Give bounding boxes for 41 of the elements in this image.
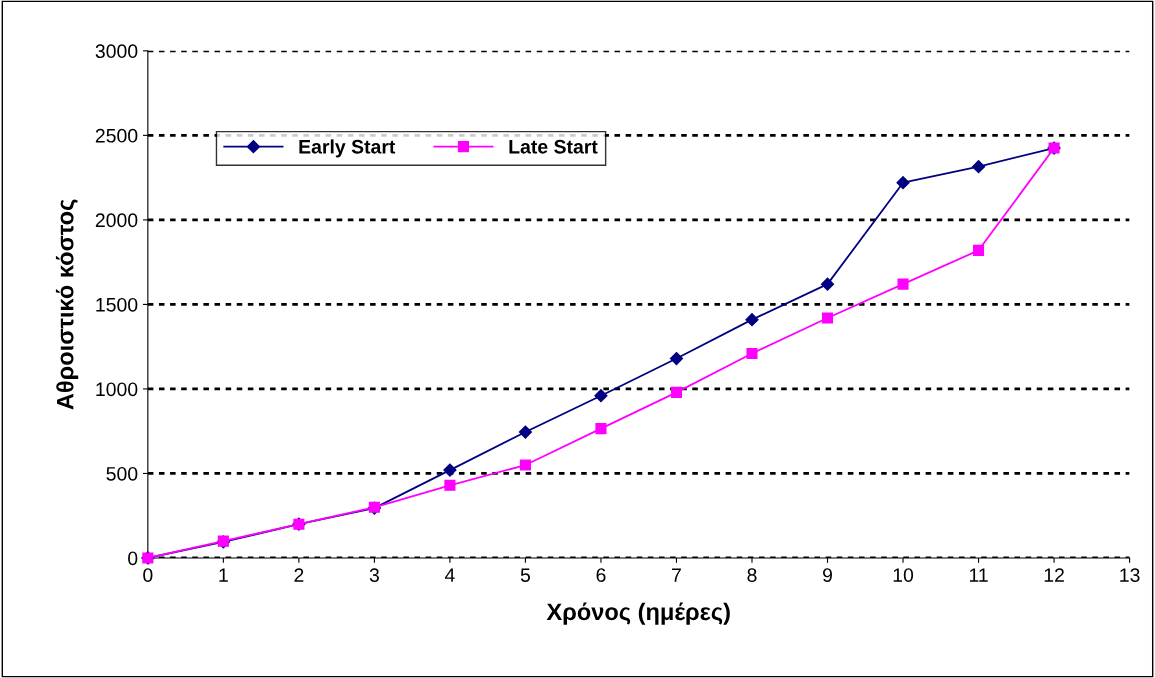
legend-label: Late Start — [509, 139, 598, 154]
x-tick-label: 12 — [1044, 568, 1064, 582]
x-tick-label: 7 — [672, 568, 681, 582]
point — [821, 312, 834, 324]
point — [745, 313, 759, 327]
x-tick-label: 5 — [520, 568, 531, 582]
x-tick-label: 2 — [294, 568, 304, 582]
point — [518, 425, 533, 439]
point — [820, 277, 835, 291]
y-tick-label: 2500 — [95, 128, 138, 143]
x-tick-label: 8 — [747, 568, 757, 582]
x-tick-label: 9 — [823, 568, 832, 582]
x-tick-label: 4 — [444, 568, 455, 582]
x-tick-label: 6 — [596, 568, 606, 582]
point — [972, 244, 985, 256]
x-tick-label: 11 — [969, 568, 988, 582]
point — [971, 160, 986, 174]
point — [670, 386, 683, 398]
point — [896, 176, 910, 190]
point — [444, 479, 456, 491]
point — [595, 423, 607, 435]
point — [443, 463, 457, 477]
legend-label: Early Start — [299, 139, 396, 158]
point — [746, 347, 758, 360]
point — [519, 459, 531, 471]
x-axis-title: Χρόνος (ημέρες) — [546, 602, 730, 625]
x-tick-label: 0 — [143, 568, 153, 582]
x-tick-label: 13 — [1120, 568, 1140, 582]
y-tick-label: 1500 — [96, 297, 138, 312]
point — [897, 278, 909, 290]
x-tick-label: 3 — [369, 568, 379, 582]
point — [669, 351, 684, 366]
y-tick-label: 3000 — [95, 44, 138, 59]
y-axis-title: Αθροιστικό κόστος — [55, 199, 79, 410]
y-tick-label: 2000 — [95, 213, 138, 228]
y-tick-label: 500 — [106, 466, 138, 481]
x-tick-label: 1 — [219, 568, 228, 582]
point — [594, 389, 608, 403]
y-tick-label: 1000 — [96, 382, 138, 397]
y-tick-label: 0 — [128, 551, 138, 566]
x-tick-label: 10 — [893, 568, 914, 582]
